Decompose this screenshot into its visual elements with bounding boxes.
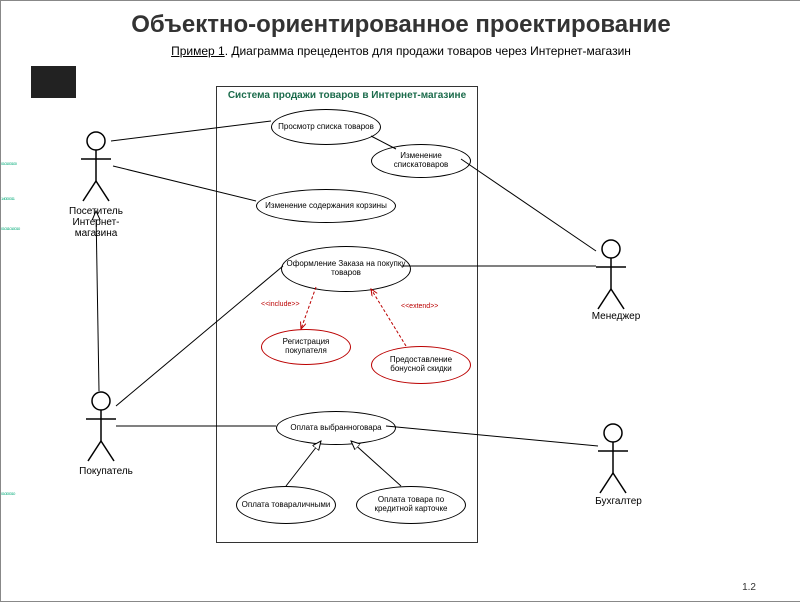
system-title: Система продажи товаров в Интернет-магаз…	[217, 90, 477, 101]
logo-square	[31, 66, 76, 98]
actor-label-visitor: Посетитель Интернет-магазина	[56, 206, 136, 239]
example-label: Пример 1	[171, 44, 225, 58]
assoc-manager-changelist	[461, 159, 596, 251]
side-decor-2: 14000011	[1, 196, 9, 201]
usecase-pay: Оплата выбранноговара	[276, 411, 396, 445]
actor-accountant-icon	[598, 424, 628, 493]
actor-visitor-icon	[81, 132, 111, 201]
subtitle-rest: . Диаграмма прецедентов для продажи това…	[225, 44, 631, 58]
usecase-bonus: Предоставление бонусной скидки	[371, 346, 471, 384]
subtitle: Пример 1. Диаграмма прецедентов для прод…	[1, 39, 800, 63]
actor-label-manager: Менеджер	[581, 311, 651, 322]
stereotype-extend: <<extend>>	[401, 303, 438, 310]
usecase-pay-cash: Оплата товараличными	[236, 486, 336, 524]
usecase-register: Регистрация покупателя	[261, 329, 351, 365]
stereotype-include: <<include>>	[261, 301, 300, 308]
side-decor-1: 010100100	[1, 161, 9, 166]
slide: Объектно-ориентированное проектирование …	[0, 0, 800, 602]
usecase-change-list: Изменение спискатоваров	[371, 144, 471, 178]
side-decor-3: 01011010010	[1, 226, 9, 231]
usecase-order: Оформление Заказа на покупку товаров	[281, 246, 411, 292]
usecase-view-list: Просмотр списка товаров	[271, 109, 381, 145]
actor-label-buyer: Покупатель	[66, 466, 146, 477]
page-number: 1.2	[742, 582, 756, 593]
side-decor-4: 01000010	[1, 491, 9, 496]
actor-manager-icon	[596, 240, 626, 309]
usecase-change-cart: Изменение содержания корзины	[256, 189, 396, 223]
actor-buyer-icon	[86, 392, 116, 461]
page-title: Объектно-ориентированное проектирование	[1, 1, 800, 39]
actor-label-accountant: Бухгалтер	[586, 496, 651, 507]
usecase-pay-card: Оплата товара по кредитной карточке	[356, 486, 466, 524]
